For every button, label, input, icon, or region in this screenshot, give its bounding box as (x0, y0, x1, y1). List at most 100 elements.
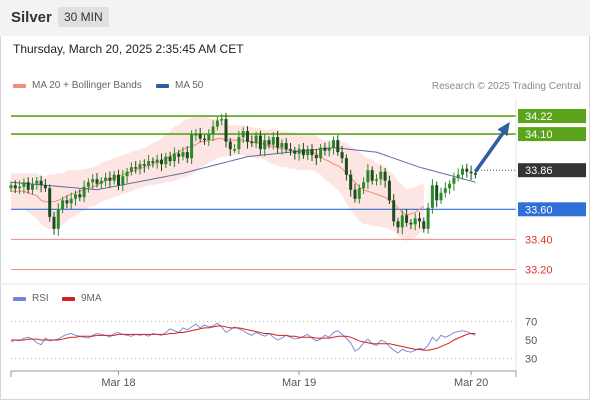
candle-body (383, 171, 387, 181)
candle-body (297, 149, 301, 154)
candle-body (121, 176, 125, 186)
ma50-swatch-icon (156, 83, 169, 88)
candle-body (250, 141, 254, 144)
candle-body (267, 140, 271, 145)
candle-body (155, 159, 159, 163)
candle-body (422, 221, 426, 229)
candle-body (409, 222, 413, 225)
level-labels: 34.22 34.10 33.86 33.60 33.40 33.20 (518, 109, 586, 276)
x-tick-label: Mar 20 (454, 377, 488, 389)
candle-body (392, 200, 396, 222)
candle-body (405, 215, 409, 223)
research-credit: Research © 2025 Trading Central (431, 81, 581, 92)
candle-body (91, 179, 95, 183)
candle-body (461, 168, 464, 175)
candle-body (280, 143, 284, 148)
rsi-line (10, 322, 476, 354)
minor-level-label: 33.40 (525, 234, 553, 246)
candle-body (310, 149, 314, 156)
candle-body (332, 140, 335, 148)
rsi-tick-label: 30 (525, 354, 537, 366)
legend-rsi-label: RSI (32, 293, 49, 304)
candle-body (26, 182, 30, 190)
candle-body (443, 188, 447, 193)
candle-body (99, 180, 103, 184)
legend-rsi-ma: 9MA (62, 293, 102, 304)
candle-body (52, 216, 56, 229)
price-levels (11, 115, 516, 270)
candle-body (129, 167, 133, 172)
candle-body (211, 126, 215, 135)
candle-body (387, 180, 391, 201)
candle-body (160, 159, 163, 165)
timeframe-badge[interactable]: 30 MIN (58, 7, 109, 27)
candle-body (78, 194, 82, 198)
projection (473, 122, 510, 173)
candle-body (263, 140, 267, 150)
candle-body (215, 120, 219, 127)
candle-body (246, 131, 249, 142)
candlesticks (9, 112, 477, 236)
x-axis: Mar 18 Mar 19 Mar 20 (0, 98, 590, 389)
candle-body (448, 183, 452, 189)
candle-body (306, 149, 310, 156)
candle-body (69, 198, 73, 204)
candle-body (435, 185, 439, 201)
legend-ma50-label: MA 50 (175, 80, 204, 91)
candle-body (190, 134, 194, 159)
candle-body (207, 134, 211, 141)
rsi-swatch-icon (13, 296, 26, 301)
x-tick-label: Mar 18 (101, 377, 135, 389)
current-price-box (518, 163, 586, 178)
candle-body (168, 156, 172, 162)
resistance-label-box (518, 127, 586, 142)
candle-body (375, 179, 378, 181)
projection-arrow-shaft (473, 128, 508, 173)
candle-body (108, 177, 112, 181)
candle-body (379, 171, 383, 180)
candle-body (203, 138, 206, 141)
instrument-title: Silver (11, 9, 52, 26)
legend-ma20-label: MA 20 + Bollinger Bands (32, 80, 142, 91)
candle-body (185, 152, 189, 159)
candle-body (456, 174, 460, 178)
candle-body (336, 140, 340, 153)
candle-body (164, 156, 168, 165)
candle-body (138, 164, 142, 169)
candle-body (228, 141, 232, 150)
candle-body (56, 209, 60, 229)
candle-body (9, 185, 13, 189)
candle-body (340, 152, 344, 159)
candle-body (344, 158, 348, 175)
candle-body (293, 150, 297, 154)
projection-arrow-head (497, 122, 510, 137)
candle-body (314, 155, 318, 159)
candle-body (301, 149, 305, 156)
candle-body (357, 188, 361, 199)
ma20-swatch-icon (13, 83, 26, 88)
candle-body (95, 179, 99, 184)
candle-body (271, 137, 275, 145)
candle-body (39, 180, 43, 186)
support-label: 33.60 (525, 204, 553, 216)
candle-body (413, 218, 417, 225)
candle-body (181, 152, 185, 157)
candle-body (418, 218, 421, 222)
rsi-tick-label: 50 (525, 335, 537, 347)
candle-body (43, 185, 47, 189)
candle-body (35, 180, 39, 184)
candle-body (134, 167, 138, 169)
support-label-box (518, 202, 586, 217)
candle-body (353, 189, 357, 199)
candle-body (400, 215, 404, 228)
candle-body (366, 170, 370, 183)
resistance-label-box (518, 109, 586, 124)
candle-body (370, 170, 374, 181)
candle-body (473, 173, 477, 175)
resistance-label: 34.22 (525, 111, 553, 123)
candle-body (224, 119, 228, 142)
candle-body (319, 147, 323, 159)
candle-body (284, 143, 288, 150)
candle-body (289, 149, 292, 151)
rsi-ma-line (11, 325, 476, 351)
